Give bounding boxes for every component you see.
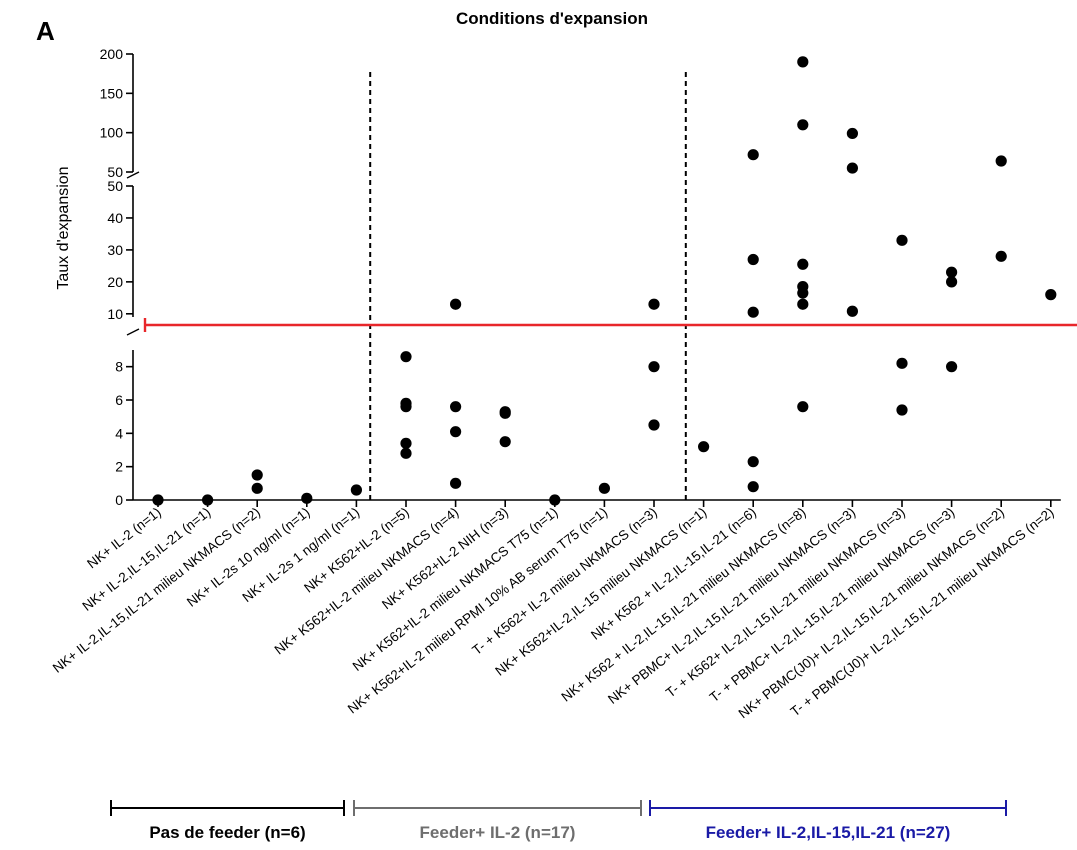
data-point (797, 258, 809, 270)
data-point (797, 401, 809, 413)
data-point (251, 469, 263, 481)
y-tick-label: 6 (115, 392, 123, 408)
data-point (747, 456, 759, 468)
y-tick-label: 50 (107, 164, 123, 180)
threshold-line (143, 318, 1077, 332)
data-point (747, 253, 759, 266)
data-point (648, 298, 660, 310)
data-point (896, 234, 908, 246)
data-point (400, 351, 412, 363)
data-point (152, 494, 164, 506)
data-point (648, 361, 660, 373)
data-point (846, 127, 859, 140)
data-point (648, 419, 660, 431)
data-point (797, 119, 809, 131)
data-point (747, 306, 759, 318)
data-point (499, 407, 511, 419)
data-point (202, 494, 214, 506)
y-tick-label: 4 (115, 425, 123, 441)
data-point (747, 149, 759, 161)
data-point (400, 447, 412, 459)
data-point (450, 477, 462, 489)
data-point (946, 361, 958, 373)
group-label: Feeder+ IL-2,IL-15,IL-21 (n=27) (706, 823, 951, 842)
category-label: NK+ K562+IL-2 milieu NKMACS (n=4) (272, 505, 462, 658)
group-brackets: Pas de feeder (n=6) Feeder+ IL-2 (n=17) Fe… (110, 800, 1007, 842)
data-point (400, 401, 412, 413)
data-point (251, 482, 263, 494)
data-point (946, 276, 958, 288)
data-point (598, 482, 611, 494)
y-axis-label: Taux d'expansion (55, 166, 72, 289)
data-point (846, 305, 859, 317)
axis-break-mark (126, 171, 140, 179)
group-dividers (369, 72, 687, 500)
data-point (747, 481, 759, 493)
data-point (995, 250, 1007, 262)
data-point (797, 298, 809, 310)
y-tick-label: 10 (107, 306, 123, 322)
data-point (896, 357, 908, 369)
y-tick-label: 50 (107, 178, 123, 194)
data-point (846, 162, 859, 174)
data-point (1045, 289, 1057, 301)
data-point (450, 426, 462, 438)
data-point (301, 492, 313, 504)
axis-break-mark (126, 328, 140, 336)
group-label: Pas de feeder (n=6) (149, 823, 305, 842)
data-point (797, 56, 809, 68)
group-label: Feeder+ IL-2 (n=17) (420, 823, 576, 842)
data-point (400, 437, 412, 449)
y-tick-label: 8 (115, 359, 123, 375)
data-point (450, 401, 462, 413)
x-axis (133, 499, 1061, 507)
y-tick-label: 100 (100, 125, 124, 141)
data-point (350, 484, 362, 496)
data-point (896, 404, 908, 416)
y-tick-label: 0 (115, 492, 123, 508)
data-point (499, 436, 511, 448)
data-point (946, 266, 958, 278)
data-point (995, 155, 1007, 167)
data-point (450, 298, 462, 310)
y-tick-label: 40 (107, 210, 123, 226)
category-labels: NK+ IL-2 (n=1)NK+ IL-2,IL-15,IL-21 (n=1)… (50, 505, 1057, 722)
data-point (698, 441, 710, 453)
panel-letter: A (36, 16, 55, 46)
chart-title: Conditions d'expansion (456, 9, 648, 28)
category-label: NK+ IL-2,IL-15,IL-21 milieu NKMACS (n=2) (50, 505, 263, 676)
y-tick-label: 30 (107, 242, 123, 258)
data-point (549, 494, 561, 506)
data-points (152, 56, 1057, 506)
y-tick-label: 150 (100, 85, 124, 101)
data-point (797, 287, 809, 299)
y-tick-label: 200 (100, 46, 124, 62)
y-tick-label: 20 (107, 274, 123, 290)
y-tick-label: 2 (115, 459, 123, 475)
